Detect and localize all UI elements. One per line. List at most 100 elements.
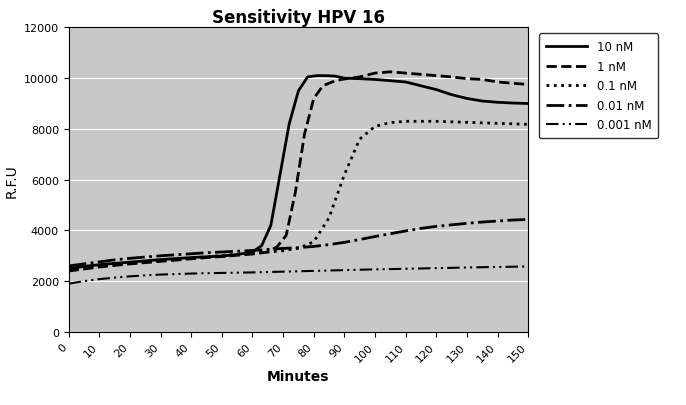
0.1 nM bbox=[233, 252, 241, 257]
0.1 nM bbox=[279, 249, 287, 254]
10 nM bbox=[217, 254, 226, 259]
0.01 nM bbox=[233, 249, 241, 254]
0.1 nM bbox=[187, 256, 196, 261]
0.1 nM bbox=[447, 120, 456, 125]
1 nM bbox=[319, 84, 327, 89]
10 nM bbox=[386, 79, 394, 84]
10 nM bbox=[493, 100, 501, 105]
0.01 nM bbox=[279, 246, 287, 251]
0.1 nM bbox=[386, 121, 394, 126]
Line: 0.01 nM: 0.01 nM bbox=[69, 220, 528, 266]
Legend: 10 nM, 1 nM, 0.1 nM, 0.01 nM, 0.001 nM: 10 nM, 1 nM, 0.1 nM, 0.01 nM, 0.001 nM bbox=[539, 34, 659, 139]
0.1 nM bbox=[126, 261, 134, 266]
0.001 nM bbox=[202, 271, 211, 276]
1 nM bbox=[233, 253, 241, 258]
0.1 nM bbox=[524, 123, 532, 128]
0.1 nM bbox=[509, 122, 517, 127]
0.001 nM bbox=[80, 279, 88, 284]
0.01 nM bbox=[447, 223, 456, 228]
0.1 nM bbox=[432, 119, 440, 124]
10 nM bbox=[463, 97, 471, 102]
0.1 nM bbox=[248, 251, 257, 256]
0.001 nM bbox=[340, 268, 348, 273]
1 nM bbox=[292, 190, 300, 195]
0.001 nM bbox=[263, 270, 272, 275]
1 nM bbox=[141, 260, 150, 265]
0.001 nM bbox=[172, 272, 180, 277]
10 nM bbox=[331, 75, 340, 79]
10 nM bbox=[156, 258, 165, 262]
0.1 nM bbox=[110, 262, 119, 267]
10 nM bbox=[267, 223, 275, 228]
0.01 nM bbox=[248, 248, 257, 253]
0.001 nM bbox=[401, 266, 410, 271]
X-axis label: Minutes: Minutes bbox=[267, 369, 330, 383]
1 nM bbox=[273, 245, 281, 250]
0.01 nM bbox=[64, 264, 73, 269]
0.001 nM bbox=[279, 270, 287, 275]
0.01 nM bbox=[202, 251, 211, 256]
0.1 nM bbox=[401, 119, 410, 124]
1 nM bbox=[463, 77, 471, 82]
10 nM bbox=[64, 266, 73, 271]
10 nM bbox=[257, 243, 265, 248]
0.1 nM bbox=[156, 258, 165, 263]
0.01 nM bbox=[386, 232, 394, 237]
0.1 nM bbox=[64, 268, 73, 273]
0.001 nM bbox=[126, 274, 134, 279]
0.1 nM bbox=[340, 173, 348, 177]
0.001 nM bbox=[463, 265, 471, 270]
0.1 nM bbox=[141, 260, 150, 265]
1 nM bbox=[309, 97, 318, 102]
0.001 nM bbox=[493, 265, 501, 270]
10 nM bbox=[478, 99, 486, 104]
1 nM bbox=[300, 132, 309, 137]
10 nM bbox=[126, 260, 134, 265]
10 nM bbox=[285, 122, 294, 127]
0.1 nM bbox=[493, 122, 501, 126]
10 nM bbox=[417, 84, 425, 89]
0.001 nM bbox=[187, 271, 196, 276]
0.01 nM bbox=[187, 252, 196, 257]
1 nM bbox=[417, 73, 425, 78]
1 nM bbox=[80, 267, 88, 272]
0.1 nM bbox=[371, 125, 379, 130]
0.001 nM bbox=[141, 273, 150, 278]
0.01 nM bbox=[141, 255, 150, 260]
0.001 nM bbox=[248, 270, 257, 275]
0.01 nM bbox=[524, 217, 532, 222]
10 nM bbox=[202, 255, 211, 260]
10 nM bbox=[110, 261, 119, 266]
10 nM bbox=[401, 80, 410, 85]
1 nM bbox=[282, 233, 290, 238]
10 nM bbox=[294, 89, 303, 94]
1 nM bbox=[202, 256, 211, 260]
10 nM bbox=[276, 173, 284, 177]
0.1 nM bbox=[172, 257, 180, 262]
0.1 nM bbox=[309, 240, 318, 245]
1 nM bbox=[328, 80, 336, 85]
1 nM bbox=[371, 71, 379, 76]
1 nM bbox=[524, 83, 532, 88]
0.1 nM bbox=[417, 119, 425, 124]
Title: Sensitivity HPV 16: Sensitivity HPV 16 bbox=[212, 9, 385, 27]
0.001 nM bbox=[432, 266, 440, 271]
0.001 nM bbox=[233, 271, 241, 275]
1 nM bbox=[509, 81, 517, 86]
0.001 nM bbox=[294, 269, 303, 274]
1 nM bbox=[263, 250, 272, 255]
1 nM bbox=[217, 254, 226, 259]
0.01 nM bbox=[493, 219, 501, 224]
0.01 nM bbox=[355, 237, 364, 242]
0.1 nM bbox=[80, 266, 88, 271]
10 nM bbox=[141, 259, 150, 264]
0.001 nM bbox=[217, 271, 226, 276]
0.1 nM bbox=[478, 121, 486, 126]
10 nM bbox=[187, 256, 196, 260]
10 nM bbox=[322, 74, 330, 79]
10 nM bbox=[80, 264, 88, 269]
0.01 nM bbox=[371, 234, 379, 239]
0.01 nM bbox=[263, 247, 272, 252]
0.1 nM bbox=[202, 255, 211, 260]
10 nM bbox=[248, 250, 257, 255]
